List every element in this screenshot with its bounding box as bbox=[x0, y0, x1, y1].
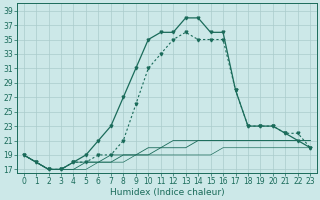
X-axis label: Humidex (Indice chaleur): Humidex (Indice chaleur) bbox=[110, 188, 224, 197]
